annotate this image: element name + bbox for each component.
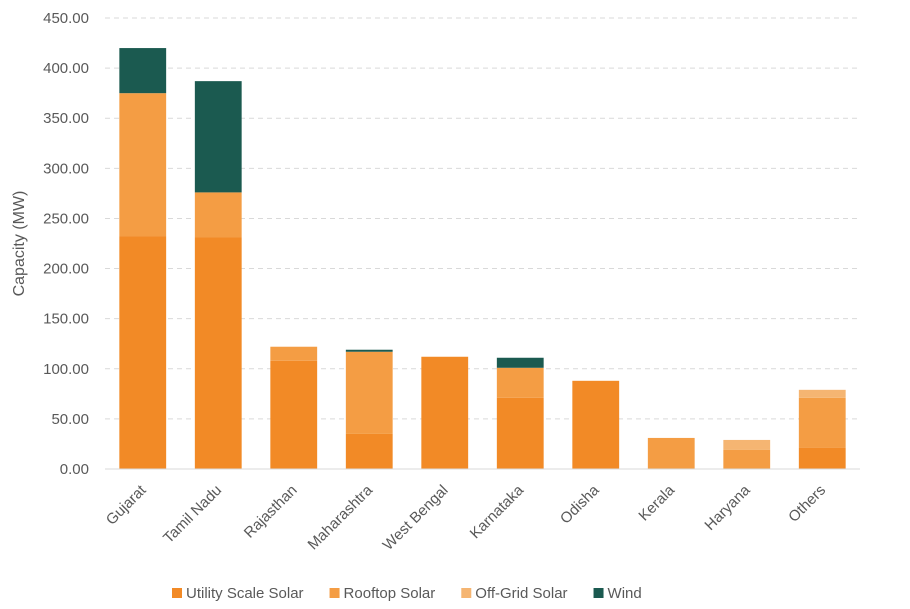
- bar-segment: [723, 439, 771, 450]
- legend-label: Utility Scale Solar: [186, 585, 304, 602]
- legend-swatch: [329, 588, 340, 598]
- bar-segment: [119, 93, 167, 237]
- x-tick-label: West Bengal: [380, 482, 452, 554]
- bar-segment: [496, 367, 544, 398]
- legend-label: Off-Grid Solar: [475, 585, 567, 602]
- bar-segment: [345, 351, 393, 434]
- legend-swatch: [461, 588, 472, 598]
- y-tick-label: 300.00: [43, 160, 89, 177]
- bar-segment: [798, 397, 846, 448]
- legend-label: Wind: [608, 585, 642, 602]
- bar-segment: [270, 346, 318, 361]
- bar-segment: [119, 48, 167, 94]
- y-tick-label: 0.00: [60, 461, 89, 478]
- y-tick-label: 50.00: [51, 411, 89, 428]
- bars: [119, 48, 846, 469]
- bar-segment: [194, 192, 242, 238]
- x-tick-label: Odisha: [557, 481, 603, 527]
- bar-segment: [496, 357, 544, 368]
- x-axis-ticks: Gujarat Tamil Nadu Rajasthan Maharashtra Wes…: [103, 481, 829, 554]
- x-tick-label: Maharashtra: [305, 481, 377, 553]
- bar-segment: [723, 449, 771, 469]
- x-tick-label: Tamil Nadu: [160, 482, 225, 547]
- bar-segment: [647, 437, 695, 469]
- y-tick-label: 350.00: [43, 110, 89, 127]
- bar-segment: [194, 237, 242, 469]
- bar-segment: [572, 380, 620, 469]
- y-tick-label: 150.00: [43, 311, 89, 328]
- bar-segment: [270, 360, 318, 469]
- legend-swatch: [593, 588, 604, 598]
- bar-segment: [496, 397, 544, 469]
- x-tick-label: Rajasthan: [241, 482, 301, 542]
- bar-segment: [119, 236, 167, 469]
- y-tick-label: 200.00: [43, 261, 89, 278]
- bar-segment: [798, 447, 846, 469]
- y-tick-label: 100.00: [43, 361, 89, 378]
- y-axis-ticks: 0.00 50.00 100.00 150.00 200.00 250.00 300.00 3…: [43, 10, 89, 478]
- x-tick-label: Kerala: [635, 481, 678, 524]
- y-tick-label: 400.00: [43, 60, 89, 77]
- legend-swatch: [172, 588, 182, 598]
- x-tick-label: Karnataka: [467, 481, 528, 542]
- bar-segment: [345, 433, 393, 469]
- x-tick-label: Gujarat: [103, 481, 150, 528]
- y-axis-title: Capacity (MW): [11, 191, 28, 297]
- bar-segment: [798, 389, 846, 398]
- x-tick-label: Others: [785, 482, 829, 526]
- legend-label: Rooftop Solar: [344, 585, 436, 602]
- x-tick-label: Haryana: [701, 481, 754, 534]
- bar-segment: [194, 81, 242, 193]
- bar-segment: [345, 349, 393, 352]
- y-tick-label: 450.00: [43, 10, 89, 27]
- legend: Utility Scale Solar Rooftop Solar Off-Grid…: [172, 585, 642, 602]
- y-tick-label: 250.00: [43, 210, 89, 227]
- bar-segment: [421, 356, 469, 469]
